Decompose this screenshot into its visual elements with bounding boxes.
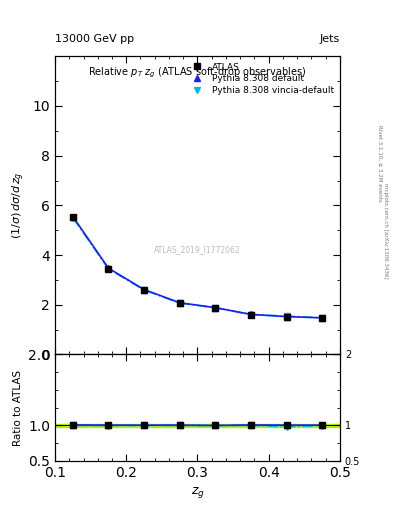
Text: Relative $p_T$ $z_g$ (ATLAS soft-drop observables): Relative $p_T$ $z_g$ (ATLAS soft-drop ob…: [88, 65, 307, 80]
Pythia 8.308 vincia-default: [70, 215, 75, 221]
Pythia 8.308 vincia-default: [142, 287, 147, 293]
Text: Rivet 3.1.10, ≥ 3.2M events: Rivet 3.1.10, ≥ 3.2M events: [377, 125, 382, 202]
Pythia 8.308 vincia-default: [248, 311, 253, 317]
Pythia 8.308 default: [284, 313, 289, 319]
Pythia 8.308 default: [142, 286, 147, 292]
Text: Jets: Jets: [320, 33, 340, 44]
Legend: ATLAS, Pythia 8.308 default, Pythia 8.308 vincia-default: ATLAS, Pythia 8.308 default, Pythia 8.30…: [184, 61, 336, 97]
Pythia 8.308 default: [320, 315, 325, 321]
Pythia 8.308 default: [248, 311, 253, 317]
Pythia 8.308 default: [106, 265, 111, 271]
Text: ATLAS_2019_I1772062: ATLAS_2019_I1772062: [154, 246, 241, 254]
Pythia 8.308 vincia-default: [284, 313, 289, 319]
Y-axis label: $(1/\sigma)\,d\sigma/d\,z_g$: $(1/\sigma)\,d\sigma/d\,z_g$: [11, 172, 27, 239]
Pythia 8.308 vincia-default: [177, 300, 182, 306]
Y-axis label: Ratio to ATLAS: Ratio to ATLAS: [13, 370, 23, 445]
Pythia 8.308 default: [70, 214, 75, 220]
Line: Pythia 8.308 vincia-default: Pythia 8.308 vincia-default: [70, 215, 325, 321]
Text: mcplots.cern.ch [arXiv:1306.3436]: mcplots.cern.ch [arXiv:1306.3436]: [384, 183, 388, 278]
X-axis label: $z_g$: $z_g$: [191, 485, 204, 500]
Text: 13000 GeV pp: 13000 GeV pp: [55, 33, 134, 44]
Pythia 8.308 vincia-default: [106, 266, 111, 272]
Line: Pythia 8.308 default: Pythia 8.308 default: [70, 214, 325, 321]
Pythia 8.308 vincia-default: [213, 305, 218, 311]
Pythia 8.308 default: [177, 300, 182, 306]
Pythia 8.308 vincia-default: [320, 315, 325, 321]
Pythia 8.308 default: [213, 305, 218, 311]
